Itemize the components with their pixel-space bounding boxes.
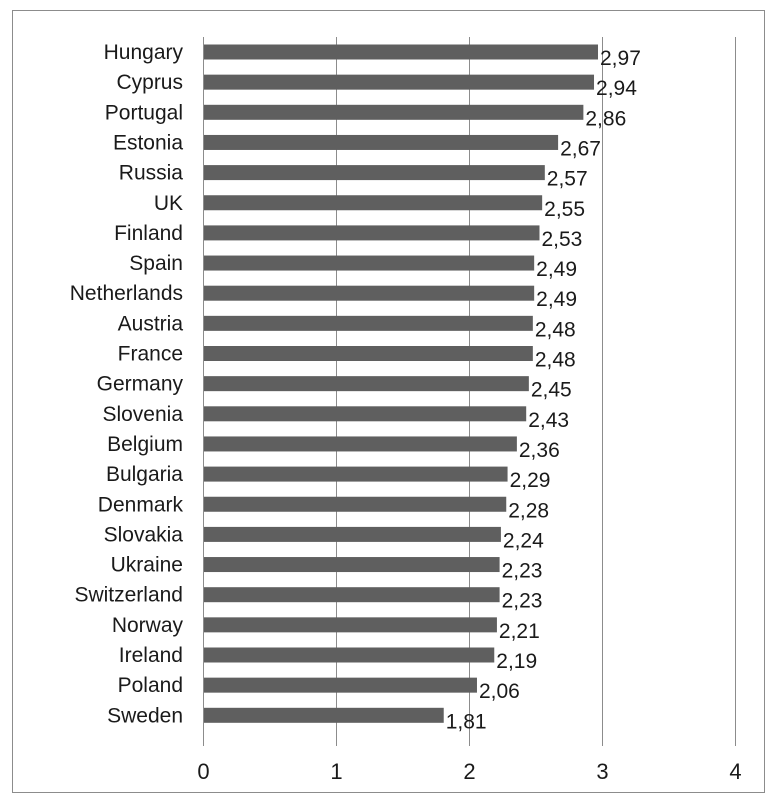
bar (204, 707, 444, 723)
bar (204, 44, 599, 60)
category-label: Switzerland (74, 584, 183, 607)
data-label: 2,49 (536, 288, 577, 311)
bar (204, 647, 495, 663)
bar (204, 496, 507, 512)
bar (204, 225, 540, 241)
x-tick-label: 1 (330, 759, 342, 784)
category-label: Poland (118, 674, 183, 697)
category-label: Denmark (98, 493, 184, 516)
bar (204, 285, 535, 301)
bar (204, 406, 527, 422)
data-label: 2,19 (496, 650, 537, 673)
data-label: 2,06 (479, 680, 520, 703)
data-label: 2,21 (499, 620, 540, 643)
category-label: Portugal (105, 101, 183, 124)
bar (204, 436, 517, 452)
data-label: 1,81 (446, 710, 487, 733)
category-label: Hungary (104, 41, 184, 64)
data-label: 2,24 (503, 529, 544, 552)
bar (204, 557, 500, 573)
data-label: 2,23 (502, 590, 543, 613)
category-label: UK (154, 192, 183, 215)
x-tick-label: 4 (729, 759, 741, 784)
category-label: Spain (129, 252, 183, 275)
category-label: Ireland (119, 644, 183, 667)
bar (204, 587, 500, 603)
category-label: Ukraine (111, 554, 183, 577)
bar (204, 677, 477, 693)
category-label: Estonia (113, 131, 183, 154)
data-label: 2,94 (596, 77, 637, 100)
category-label: Austria (118, 312, 184, 335)
bar (204, 165, 545, 181)
data-label: 2,67 (560, 137, 601, 160)
category-label: Germany (97, 373, 184, 396)
bar (204, 376, 529, 392)
bars (204, 44, 599, 723)
x-tick-label: 0 (197, 759, 209, 784)
data-label: 2,49 (536, 258, 577, 281)
bar (204, 74, 595, 90)
bar (204, 617, 497, 633)
category-label: Cyprus (116, 71, 183, 94)
category-label: Slovenia (102, 403, 183, 426)
category-label: Bulgaria (106, 463, 183, 486)
data-label: 2,45 (531, 379, 572, 402)
category-label: France (118, 343, 183, 366)
bar (204, 346, 533, 361)
bar (204, 134, 559, 150)
data-label: 2,57 (547, 168, 588, 191)
category-label: Belgium (107, 433, 183, 456)
data-label: 2,29 (510, 469, 551, 492)
data-label: 2,28 (508, 499, 549, 522)
bar (204, 526, 501, 542)
bar (204, 195, 543, 211)
x-tick-label: 3 (596, 759, 608, 784)
data-label: 2,36 (519, 439, 560, 462)
bar (204, 315, 533, 331)
category-label: Sweden (107, 704, 183, 727)
data-label: 2,23 (502, 560, 543, 583)
category-label: Slovakia (104, 523, 184, 546)
data-label: 2,86 (585, 107, 626, 130)
category-label: Netherlands (70, 282, 183, 305)
x-tick-label: 2 (463, 759, 475, 784)
data-label: 2,55 (544, 198, 585, 221)
data-label: 2,48 (535, 349, 576, 372)
data-label: 2,43 (528, 409, 569, 432)
category-label: Finland (114, 222, 183, 245)
labels: 0 1 2 3 4 Hungary 2,97 Cyprus 2,94 Portugal 2,86 Es… (70, 41, 742, 784)
category-label: Russia (119, 162, 184, 185)
data-label: 2,48 (535, 318, 576, 341)
bar (204, 255, 535, 271)
data-label: 2,97 (600, 47, 641, 70)
category-label: Norway (112, 614, 184, 637)
data-label: 2,53 (541, 228, 582, 251)
bar (204, 466, 508, 482)
bar (204, 104, 584, 120)
